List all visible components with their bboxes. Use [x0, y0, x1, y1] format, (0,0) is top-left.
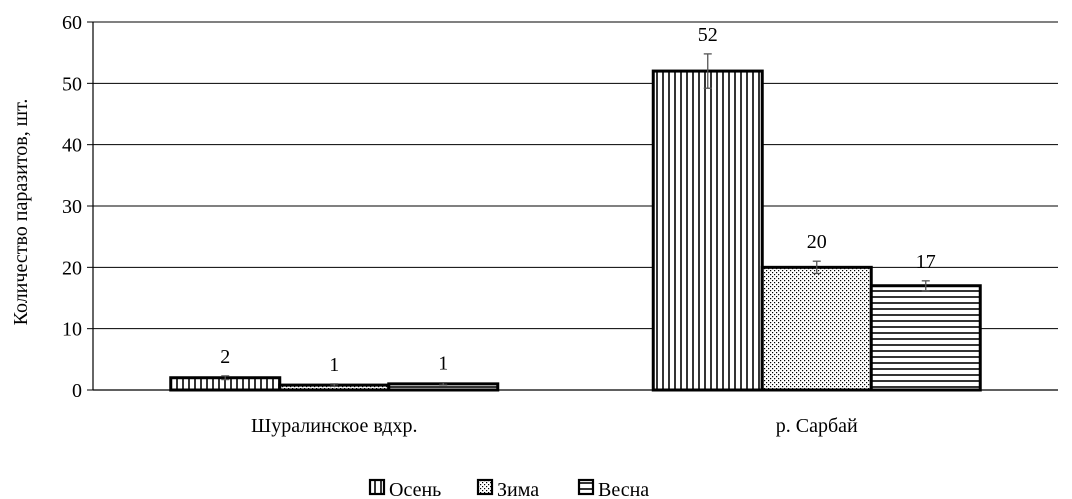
data-labels: 2 1 1 52 20 17 [220, 24, 936, 376]
y-tick-label: 50 [62, 73, 82, 95]
bar [651, 69, 764, 392]
y-tick-label: 10 [62, 319, 82, 341]
legend-swatch [476, 478, 494, 496]
axes [92, 22, 1058, 391]
legend-item: Весна [577, 478, 649, 499]
category-label: р. Сарбай [776, 415, 858, 437]
legend-item: Зима [476, 478, 539, 499]
y-tick-label: 0 [72, 380, 82, 402]
legend-item: Осень [368, 478, 441, 499]
y-axis-ticks: 0 10 20 30 40 50 60 [62, 12, 93, 402]
legend-label: Весна [598, 479, 649, 499]
error-bars [221, 53, 930, 387]
legend-label: Осень [389, 479, 441, 499]
y-tick-label: 40 [62, 135, 82, 157]
data-label: 52 [698, 24, 718, 46]
legend-swatch [368, 478, 386, 496]
legend: Осень Зима Весна [368, 478, 649, 499]
gridlines [93, 21, 1058, 330]
legend-label: Зима [497, 479, 539, 499]
bar [869, 284, 982, 392]
data-label: 17 [916, 251, 936, 273]
y-tick-label: 60 [62, 12, 82, 34]
bars [169, 69, 982, 392]
category-labels: Шуралинское вдхр. р. Сарбай [251, 415, 858, 437]
data-label: 2 [220, 346, 230, 368]
y-tick-label: 30 [62, 196, 82, 218]
bar [760, 265, 873, 392]
category-label: Шуралинское вдхр. [251, 415, 417, 437]
legend-swatch [577, 478, 595, 496]
data-label: 1 [329, 354, 339, 376]
data-label: 20 [807, 231, 827, 253]
y-tick-label: 20 [62, 257, 82, 279]
y-axis-label: Количество паразитов, шт. [10, 99, 32, 326]
data-label: 1 [438, 353, 448, 375]
